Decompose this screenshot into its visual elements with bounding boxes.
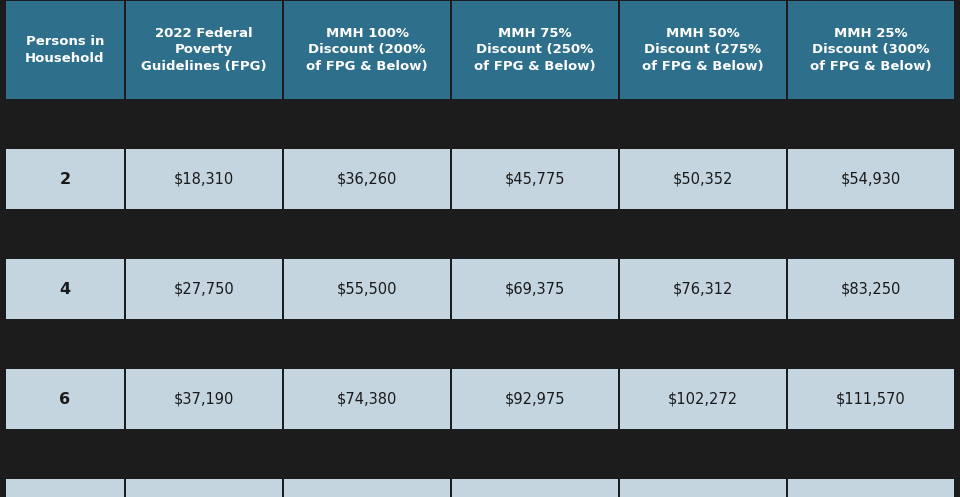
Text: 6: 6 bbox=[60, 392, 71, 407]
Text: $111,570: $111,570 bbox=[836, 392, 906, 407]
Text: $37,190: $37,190 bbox=[174, 392, 234, 407]
Bar bbox=[788, 149, 954, 209]
Text: MMH 100%
Discount (200%
of FPG & Below): MMH 100% Discount (200% of FPG & Below) bbox=[306, 27, 428, 73]
Bar bbox=[6, 369, 124, 429]
Bar bbox=[284, 259, 450, 319]
Bar bbox=[126, 259, 282, 319]
Text: 2: 2 bbox=[60, 171, 71, 186]
Text: 4: 4 bbox=[60, 281, 71, 297]
Bar bbox=[788, 479, 954, 497]
Bar bbox=[620, 1, 786, 99]
Text: $50,352: $50,352 bbox=[673, 171, 733, 186]
Text: $92,975: $92,975 bbox=[505, 392, 565, 407]
Bar bbox=[452, 479, 618, 497]
Bar bbox=[452, 369, 618, 429]
Text: $102,272: $102,272 bbox=[668, 392, 738, 407]
Bar bbox=[620, 259, 786, 319]
Text: MMH 50%
Discount (275%
of FPG & Below): MMH 50% Discount (275% of FPG & Below) bbox=[642, 27, 764, 73]
Text: $76,312: $76,312 bbox=[673, 281, 733, 297]
Bar bbox=[284, 149, 450, 209]
Text: MMH 25%
Discount (300%
of FPG & Below): MMH 25% Discount (300% of FPG & Below) bbox=[810, 27, 932, 73]
Text: 2022 Federal
Poverty
Guidelines (FPG): 2022 Federal Poverty Guidelines (FPG) bbox=[141, 27, 267, 73]
Bar bbox=[126, 369, 282, 429]
Bar bbox=[126, 479, 282, 497]
Bar bbox=[0, 100, 960, 148]
Text: MMH 75%
Discount (250%
of FPG & Below): MMH 75% Discount (250% of FPG & Below) bbox=[474, 27, 596, 73]
Bar bbox=[788, 1, 954, 99]
Text: $83,250: $83,250 bbox=[841, 281, 901, 297]
Bar bbox=[452, 259, 618, 319]
Bar bbox=[6, 149, 124, 209]
Bar bbox=[126, 149, 282, 209]
Text: $69,375: $69,375 bbox=[505, 281, 565, 297]
Bar bbox=[0, 210, 960, 258]
Text: $27,750: $27,750 bbox=[174, 281, 234, 297]
Bar bbox=[452, 1, 618, 99]
Text: $18,310: $18,310 bbox=[174, 171, 234, 186]
Bar bbox=[788, 259, 954, 319]
Bar bbox=[6, 259, 124, 319]
Bar bbox=[0, 320, 960, 368]
Text: $74,380: $74,380 bbox=[337, 392, 397, 407]
Text: $36,260: $36,260 bbox=[337, 171, 397, 186]
Bar bbox=[620, 369, 786, 429]
Text: $55,500: $55,500 bbox=[337, 281, 397, 297]
Bar bbox=[452, 149, 618, 209]
Bar bbox=[620, 479, 786, 497]
Bar bbox=[284, 479, 450, 497]
Bar bbox=[6, 479, 124, 497]
Bar bbox=[284, 1, 450, 99]
Text: $54,930: $54,930 bbox=[841, 171, 901, 186]
Bar bbox=[284, 369, 450, 429]
Text: $45,775: $45,775 bbox=[505, 171, 565, 186]
Bar bbox=[0, 430, 960, 478]
Bar bbox=[620, 149, 786, 209]
Text: Persons in
Household: Persons in Household bbox=[25, 35, 105, 65]
Bar bbox=[788, 369, 954, 429]
Bar bbox=[126, 1, 282, 99]
Bar bbox=[6, 1, 124, 99]
